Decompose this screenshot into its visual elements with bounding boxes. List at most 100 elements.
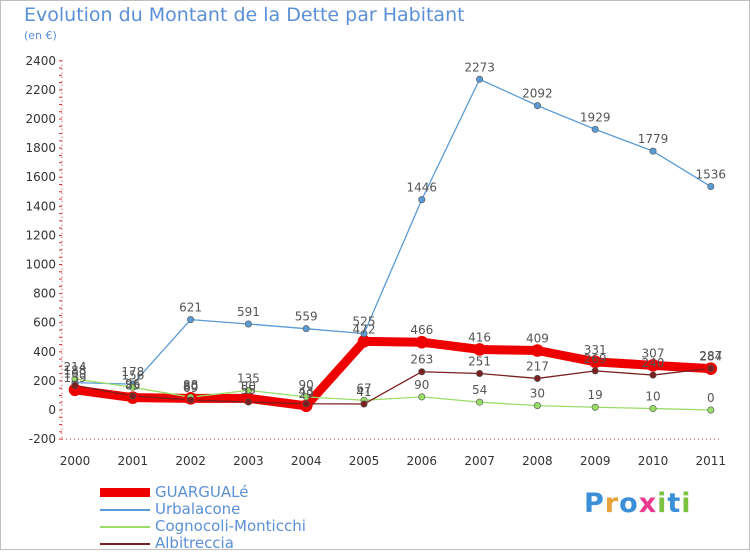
x-tick-label: 2007 [464,454,495,468]
data-label: 90 [414,378,429,392]
x-tick-label: 2010 [638,454,669,468]
data-label: 331 [584,343,607,357]
data-point [591,125,599,133]
data-label: 284 [699,350,722,364]
logo-letter: i [681,488,692,519]
y-tick-label: 2200 [25,83,56,97]
data-label: 19 [588,388,603,402]
series-line-Albitreccia [74,367,712,405]
data-label: 559 [295,310,318,324]
y-tick-label: 600 [33,316,56,330]
data-label: 1536 [696,168,727,182]
logo-letter: i [657,488,668,519]
data-label: 621 [179,301,202,315]
legend-item: Albitreccia [100,534,420,552]
y-tick-label: 1800 [25,141,56,155]
data-label: 409 [526,331,549,345]
data-label: 287 [699,349,722,363]
data-point [71,381,79,389]
data-point [531,344,544,357]
data-point [244,398,252,406]
legend-item: Cognocoli-Monticchi [100,517,420,535]
chart-subtitle: (en €) [24,29,57,42]
data-point [476,75,484,83]
data-label: 240 [642,356,665,370]
data-label: 135 [237,371,260,385]
data-label: 263 [410,353,433,367]
data-label: 156 [121,368,144,382]
x-tick-label: 2003 [233,454,264,468]
x-tick-label: 2006 [407,454,438,468]
series-line-Urbalacone [74,78,712,385]
data-point [357,335,371,348]
data-label: 251 [468,354,491,368]
data-point [302,325,310,333]
x-tick-label: 2009 [580,454,611,468]
data-point [533,374,541,382]
logo-letter: r [604,488,620,519]
data-label: 90 [299,378,314,392]
data-point [649,371,657,379]
data-point [707,406,715,414]
y-tick-label: 0 [48,403,56,417]
data-label: 178 [121,365,144,379]
y-tick-label: 2000 [25,112,56,126]
data-label: 30 [530,387,545,401]
data-point [129,392,137,400]
data-label: 88 [183,378,198,392]
x-tick-label: 2002 [175,454,206,468]
data-point [187,396,195,404]
legend-swatch [100,488,150,497]
legend-swatch [100,526,150,528]
data-point [415,335,429,349]
y-tick-label: -200 [29,432,56,446]
data-label: 269 [584,352,607,366]
legend-item: GUARGUALé [100,483,420,501]
data-label: 139 [64,371,87,385]
data-point [473,343,486,356]
x-tick-label: 2001 [118,454,149,468]
logo-letter: x [638,488,658,519]
data-label: 41 [356,385,371,399]
data-label: 96 [125,377,140,391]
y-tick-label: 1200 [25,228,56,242]
legend-label: Cognocoli-Monticchi [155,517,306,535]
data-point [360,330,368,338]
data-point [591,403,599,411]
y-tick-label: 1000 [25,258,56,272]
data-point [418,196,426,204]
data-point [646,359,660,372]
x-tick-label: 2008 [522,454,553,468]
series-line-Cognocoli-Monticchi [74,378,712,411]
data-label: 472 [353,322,376,336]
data-label: 0 [707,391,715,405]
legend-label: Albitreccia [155,534,234,552]
chart-svg: -200020040060080010001200140016001800200… [25,54,727,468]
data-label: 525 [353,315,376,329]
x-tick-label: 2000 [60,454,91,468]
data-point [649,147,657,155]
data-label: 69 [183,381,198,395]
chart-title: Evolution du Montant de la Dette par Hab… [24,4,465,26]
data-label: 188 [64,364,87,378]
data-label: 214 [64,360,87,374]
x-tick-label: 2005 [349,454,380,468]
data-label: 1929 [580,110,611,124]
data-label: 80 [183,379,198,393]
logo-letter: t [667,488,682,519]
data-label: 10 [645,390,660,404]
data-label: 591 [237,305,260,319]
data-point [707,183,715,191]
data-point [418,393,426,401]
y-tick-label: 1600 [25,170,56,184]
data-point [533,102,541,110]
legend-label: Urbalacone [155,500,241,518]
data-label: 80 [241,379,256,393]
data-point [129,383,137,391]
data-point [302,393,310,401]
data-point [302,400,310,408]
data-point [533,402,541,410]
legend-swatch [100,509,150,511]
data-label: 54 [472,383,487,397]
